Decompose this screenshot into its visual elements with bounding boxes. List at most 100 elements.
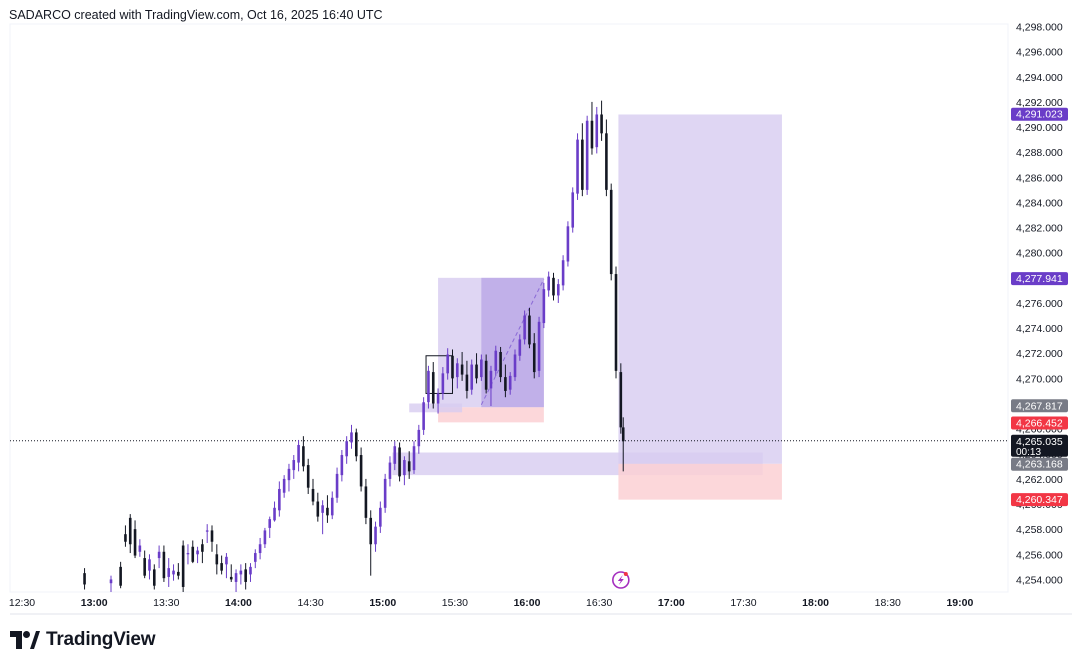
candle-body-11[interactable] <box>162 551 166 579</box>
candle-body-15[interactable] <box>181 545 185 587</box>
candle-body-57[interactable] <box>383 478 387 508</box>
candle-body-34[interactable] <box>273 507 276 521</box>
price-badge-red-6[interactable] <box>1011 493 1068 507</box>
candle-body-103[interactable] <box>605 133 608 190</box>
candle-body-63[interactable] <box>412 446 416 471</box>
zone-red-6[interactable] <box>618 463 782 500</box>
candle-body-53[interactable] <box>364 486 368 518</box>
candle-body-0[interactable] <box>83 573 86 585</box>
candle-body-73[interactable] <box>460 364 464 375</box>
candle-body-5[interactable] <box>133 529 137 556</box>
candle-body-48[interactable] <box>340 455 344 476</box>
candle-body-50[interactable] <box>350 432 353 443</box>
price-badge-gray-5[interactable] <box>1011 457 1068 471</box>
candle-body-40[interactable] <box>302 446 305 467</box>
candle-body-14[interactable] <box>177 571 180 576</box>
candle-body-43[interactable] <box>316 501 320 517</box>
candle-body-91[interactable] <box>547 276 550 291</box>
candle-body-45[interactable] <box>326 507 329 516</box>
candle-body-1[interactable] <box>109 579 113 584</box>
candle-body-62[interactable] <box>407 461 411 472</box>
candle-body-44[interactable] <box>321 505 324 513</box>
candle-body-54[interactable] <box>369 517 373 545</box>
candle-body-16[interactable] <box>186 553 190 555</box>
candle-body-42[interactable] <box>311 488 315 502</box>
candle-body-71[interactable] <box>451 355 454 379</box>
candle-body-66[interactable] <box>427 370 430 403</box>
candle-body-47[interactable] <box>335 473 339 498</box>
candle-body-74[interactable] <box>465 374 469 391</box>
candle-body-46[interactable] <box>330 497 334 516</box>
candle-body-84[interactable] <box>513 354 517 378</box>
candle-body-79[interactable] <box>489 370 493 389</box>
candle-body-4[interactable] <box>128 517 132 545</box>
candle-body-49[interactable] <box>345 441 348 457</box>
candle-body-98[interactable] <box>581 139 584 190</box>
candle-body-31[interactable] <box>258 544 262 554</box>
candle-body-88[interactable] <box>532 343 536 373</box>
price-badge-gray-2[interactable] <box>1011 399 1068 413</box>
candle-body-80[interactable] <box>494 350 498 371</box>
candle-body-104[interactable] <box>609 189 613 275</box>
candle-body-92[interactable] <box>552 277 555 296</box>
candle-body-106[interactable] <box>619 372 623 428</box>
candle-body-12[interactable] <box>167 568 171 577</box>
candle-body-26[interactable] <box>234 573 238 582</box>
candle-body-58[interactable] <box>388 462 392 479</box>
zone-red-2[interactable] <box>438 407 544 423</box>
candle-body-75[interactable] <box>470 364 474 390</box>
candle-body-19[interactable] <box>201 544 204 552</box>
candle-body-89[interactable] <box>537 321 541 371</box>
candle-body-37[interactable] <box>287 468 291 481</box>
candle-body-33[interactable] <box>268 519 272 528</box>
candle-body-64[interactable] <box>417 429 421 447</box>
candle-body-36[interactable] <box>282 478 286 493</box>
price-badge-purple-1[interactable] <box>1011 272 1068 286</box>
candle-body-67[interactable] <box>431 372 435 404</box>
candle-body-72[interactable] <box>455 363 459 378</box>
candle-body-6[interactable] <box>138 545 142 552</box>
candle-body-35[interactable] <box>278 488 281 511</box>
candle-body-90[interactable] <box>542 289 546 324</box>
candle-body-77[interactable] <box>480 359 483 378</box>
candle-body-107[interactable] <box>621 427 625 442</box>
candle-body-20[interactable] <box>205 530 209 532</box>
candle-body-78[interactable] <box>484 360 488 390</box>
candle-body-105[interactable] <box>614 274 618 371</box>
tradingview-logo[interactable]: TradingView <box>10 628 156 652</box>
price-badge-black-4[interactable] <box>1011 434 1068 457</box>
price-badge-purple-0[interactable] <box>1011 107 1068 121</box>
candle-body-24[interactable] <box>225 556 228 565</box>
candle-body-65[interactable] <box>422 402 425 430</box>
candle-body-94[interactable] <box>561 260 565 286</box>
candle-body-81[interactable] <box>499 351 502 378</box>
candle-body-59[interactable] <box>393 446 397 464</box>
candle-body-23[interactable] <box>220 563 223 571</box>
candle-body-96[interactable] <box>571 192 575 228</box>
candle-body-22[interactable] <box>215 554 219 565</box>
candle-body-68[interactable] <box>436 393 440 404</box>
candle-body-83[interactable] <box>508 375 512 390</box>
candle-body-21[interactable] <box>210 530 214 542</box>
candle-body-56[interactable] <box>379 507 382 527</box>
candle-body-76[interactable] <box>475 364 478 379</box>
candle-body-17[interactable] <box>191 546 195 562</box>
candle-body-85[interactable] <box>518 339 522 356</box>
candle-body-60[interactable] <box>398 447 401 477</box>
candle-body-102[interactable] <box>600 114 603 134</box>
candle-body-51[interactable] <box>354 432 358 457</box>
candle-body-27[interactable] <box>239 570 243 575</box>
candle-body-2[interactable] <box>119 566 122 586</box>
candle-body-28[interactable] <box>244 569 247 582</box>
candle-body-55[interactable] <box>374 526 377 545</box>
candle-body-8[interactable] <box>148 559 151 571</box>
price-badge-red-3[interactable] <box>1011 416 1068 430</box>
candle-body-52[interactable] <box>359 455 363 487</box>
candle-body-10[interactable] <box>157 551 161 559</box>
candle-body-95[interactable] <box>566 226 570 262</box>
candle-body-93[interactable] <box>556 284 560 296</box>
candle-body-41[interactable] <box>306 465 310 488</box>
candle-body-13[interactable] <box>172 570 175 575</box>
candle-body-99[interactable] <box>585 120 589 190</box>
